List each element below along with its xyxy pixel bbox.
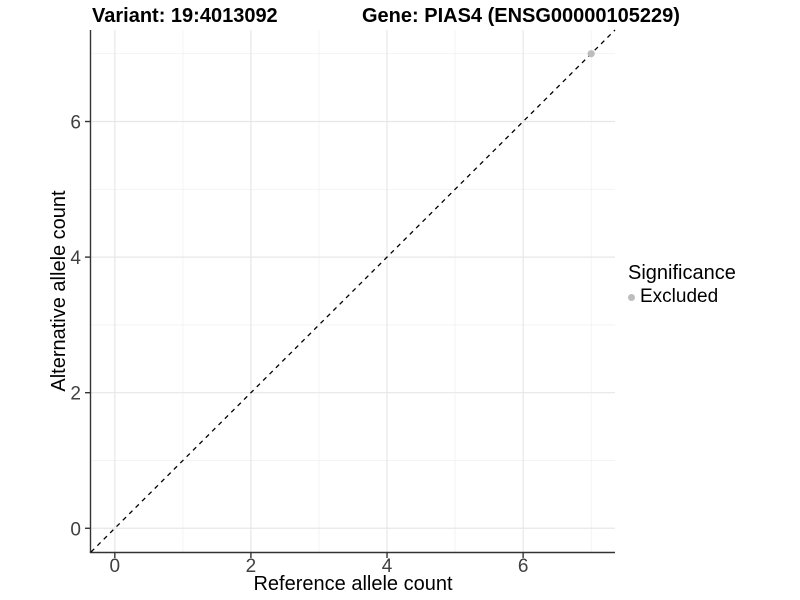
x-tick-label: 4 (382, 556, 393, 577)
excluded-point-icon (628, 293, 635, 301)
y-tick-label: 0 (70, 519, 81, 540)
x-tick-label: 0 (110, 556, 121, 577)
y-tick-label: 4 (70, 248, 81, 269)
y-axis-title: Alternative allele count (48, 190, 70, 392)
identity-line (90, 29, 616, 553)
legend: Significance Excluded (628, 261, 736, 308)
data-point (587, 50, 595, 58)
gene-title: Gene: PIAS4 (ENSG00000105229) (362, 5, 680, 27)
y-tick-label: 2 (70, 384, 81, 405)
x-axis-title: Reference allele count (253, 573, 453, 595)
x-tick-label: 2 (246, 556, 257, 577)
y-tick-label: 6 (70, 113, 81, 134)
legend-title: Significance (628, 262, 736, 284)
legend-item-label: Excluded (640, 286, 719, 307)
x-tick-label: 6 (518, 556, 529, 577)
variant-title: Variant: 19:4013092 (92, 5, 278, 27)
legend-item-excluded: Excluded (628, 286, 736, 308)
